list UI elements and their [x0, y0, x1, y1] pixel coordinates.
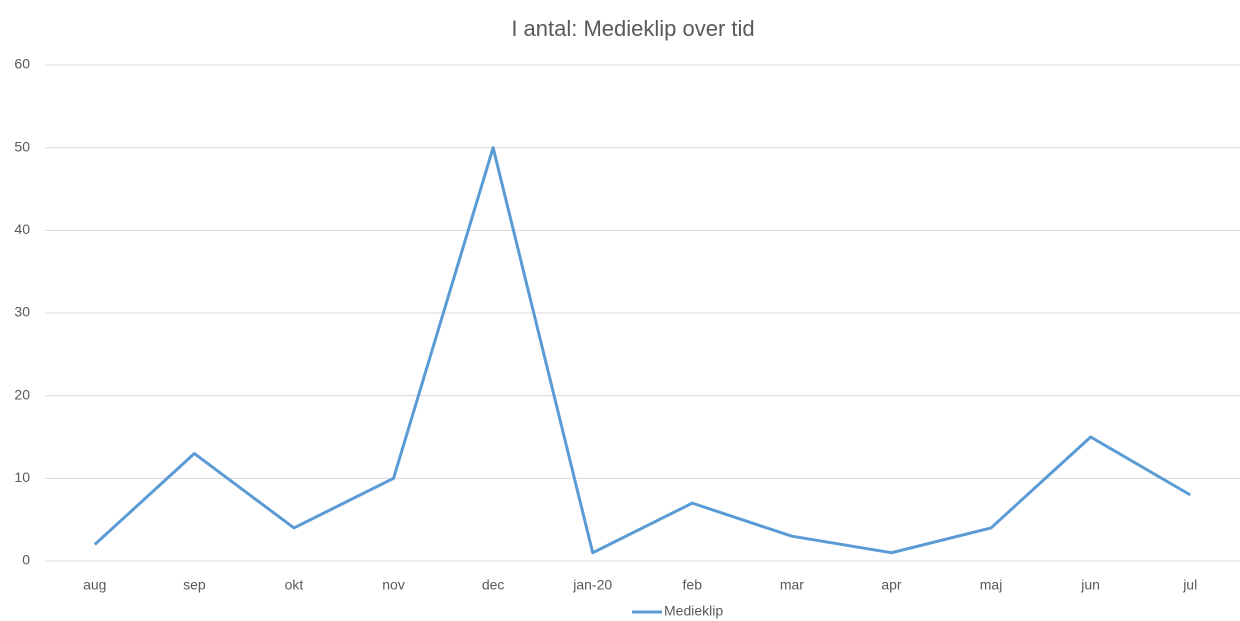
x-tick-label: feb [683, 577, 703, 593]
series-line [93, 146, 1191, 555]
x-tick-label: aug [83, 577, 106, 593]
x-tick-label: mar [780, 577, 804, 593]
x-tick-label: jul [1182, 577, 1197, 593]
x-tick-label: jan-20 [572, 577, 612, 593]
x-tick-label: jun [1080, 577, 1100, 593]
x-tick-label: apr [881, 577, 902, 593]
legend-label: Medieklip [664, 603, 723, 619]
y-tick-label: 30 [14, 304, 30, 320]
x-tick-label: sep [183, 577, 206, 593]
y-tick-label: 20 [14, 386, 30, 402]
chart-title: I antal: Medieklip over tid [511, 16, 754, 41]
y-tick-label: 10 [14, 469, 30, 485]
y-tick-label: 40 [14, 221, 30, 237]
y-tick-label: 60 [14, 56, 30, 72]
x-tick-label: maj [980, 577, 1003, 593]
x-tick-label: nov [382, 577, 405, 593]
x-tick-label: dec [482, 577, 505, 593]
y-tick-label: 0 [22, 552, 30, 568]
x-tick-label: okt [285, 577, 304, 593]
y-tick-label: 50 [14, 138, 30, 154]
